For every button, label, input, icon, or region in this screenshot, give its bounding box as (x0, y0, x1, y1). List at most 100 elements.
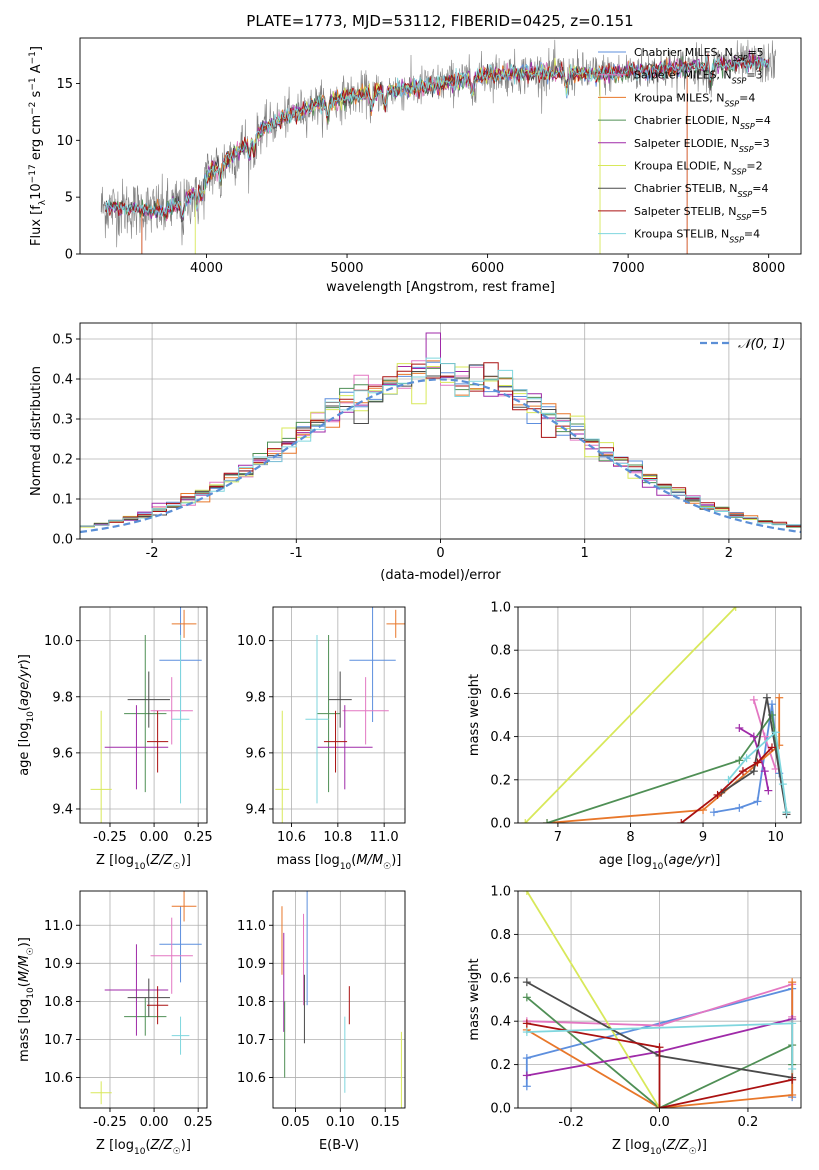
label-part: mass [ (17, 1019, 32, 1062)
y-tick-label: 0.2 (490, 1058, 511, 1073)
axes-age-vs-mass: 10.6 10.8 11.0 9.4 9.6 9.8 10.0 mass [log10(M/M… (237, 606, 406, 872)
y-tick-label: 0.4 (52, 373, 73, 388)
label-part: log (114, 853, 134, 868)
label-part: )] (17, 937, 32, 947)
legend-sub: SSP (724, 99, 739, 108)
y-tick-label: 10.8 (44, 995, 73, 1010)
label-part: log (630, 1138, 650, 1153)
y-tick-label: 0.0 (52, 533, 73, 548)
legend-sub: SSP (732, 76, 747, 85)
y-tick-label: 10.7 (44, 1033, 73, 1048)
label-part: ☉ (383, 862, 391, 872)
legend-n: =5 (751, 205, 767, 218)
legend-text: Kroupa ELODIE, N (634, 160, 732, 173)
axes-residual-histogram: -2 -1 0 1 2 0.0 0.1 0.2 0.3 0.4 0.5 (data-model)/er… (29, 322, 802, 583)
legend-n: =3 (754, 137, 770, 150)
legend-label: Chabrier MILES, NSSP=5 (634, 46, 764, 63)
legend-n: =3 (746, 69, 762, 82)
plot-area (100, 39, 776, 254)
model-spectrum-line (104, 54, 770, 218)
label-part: age [ (599, 853, 632, 868)
x-tick-label: -0.25 (93, 1115, 127, 1130)
label-part: mass [ (277, 853, 320, 868)
legend-text: Kroupa STELIB, N (634, 228, 729, 241)
label-part: erg cm (29, 115, 44, 164)
label-part: s (29, 90, 44, 101)
axes-mass-weight-vs-z: -0.2 0.0 0.2 0.0 0.2 0.4 0.6 0.8 1.0 Z [log10(Z/Z… (467, 885, 802, 1157)
y-tick-label: 9.4 (245, 802, 266, 817)
legend-label: Salpeter STELIB, NSSP=5 (634, 205, 767, 222)
histogram-step (80, 357, 801, 539)
legend-text: Chabrier MILES, N (634, 46, 733, 59)
legend-text: Chabrier STELIB, N (634, 182, 738, 195)
y-tick-label: 10.6 (44, 1071, 73, 1086)
legend-text: Kroupa MILES, N (634, 91, 724, 104)
legend-n: =4 (739, 91, 755, 104)
y-tick-label: 9.6 (245, 746, 266, 761)
label-part: E(B-V) (319, 1138, 359, 1153)
label-part: −17 (28, 164, 38, 183)
weight-line (526, 1022, 793, 1108)
legend-label: Kroupa STELIB, NSSP=4 (634, 228, 760, 245)
label-part: ( (17, 706, 32, 711)
y-tick-label: 10.6 (237, 1071, 266, 1086)
y-tick-label: 5 (65, 191, 73, 206)
label-part: M/M (356, 853, 383, 868)
x-tick-label: -1 (290, 546, 303, 561)
legend-text: Salpeter STELIB, N (634, 205, 736, 218)
x-tick-label: 7000 (612, 261, 645, 276)
legend-label: Chabrier ELODIE, NSSP=4 (634, 114, 771, 131)
label-part: )] (710, 853, 720, 868)
legend-n: =5 (747, 46, 763, 59)
weight-line (526, 891, 661, 1108)
label-part: ( (663, 853, 668, 868)
label-part: λ (38, 199, 48, 205)
axes-frame (517, 606, 802, 824)
y-tick-label: 0.2 (490, 773, 511, 788)
legend-n: =4 (755, 114, 771, 127)
label-part: wavelength [Angstrom, rest frame] (326, 280, 555, 295)
label-part: 10 (26, 987, 36, 999)
x-axis-label: mass [log10(M/M☉)] (277, 853, 402, 872)
label-part: ( (145, 853, 150, 868)
label-part: age/yr (668, 853, 711, 868)
x-axis-label: (data-model)/error (380, 568, 501, 583)
y-tick-label: 15 (56, 77, 73, 92)
x-tick-label: 7 (554, 830, 562, 845)
weight-line (524, 607, 737, 823)
label-part: Z [ (612, 1138, 630, 1153)
label-part: ☉ (26, 947, 36, 955)
axes-spectrum: 4000 5000 6000 7000 8000 0 5 10 15 wavelength [An… (28, 37, 802, 295)
label-part: mass weight (467, 958, 482, 1040)
label-part: )] (697, 1138, 707, 1153)
x-tick-label: 0.00 (140, 830, 169, 845)
y-tick-label: 0.0 (490, 1102, 511, 1117)
x-tick-label: 10.8 (323, 830, 352, 845)
y-tick-label: 0.8 (490, 644, 511, 659)
axes-frame (79, 606, 208, 824)
normal-curve (80, 378, 801, 534)
x-tick-label: -2 (146, 546, 159, 561)
label-part: Z [ (96, 1138, 114, 1153)
legend-text: Salpeter MILES, N (634, 69, 732, 82)
x-axis-label: Z [log10(Z/Z☉)] (96, 853, 191, 872)
y-tick-label: 0.3 (52, 413, 73, 428)
axes-frame (79, 37, 802, 255)
plot-area (90, 891, 202, 1105)
label-part: ( (17, 982, 32, 987)
y-tick-label: 11.0 (44, 919, 73, 934)
x-tick-label: 0.00 (140, 1115, 169, 1130)
label-part: log (17, 999, 32, 1019)
plot-area (522, 891, 797, 1108)
y-axis-label: Flux [fλ10−17 erg cm−2 s−1 A−1] (28, 46, 48, 246)
y-tick-label: 10.8 (237, 995, 266, 1010)
x-tick-label: -0.2 (558, 1115, 583, 1130)
x-tick-label: 0 (436, 546, 444, 561)
label-part: −1 (28, 77, 38, 90)
x-tick-label: 0.15 (371, 1115, 400, 1130)
x-tick-label: 6000 (471, 261, 504, 276)
label-part: −1 (28, 51, 38, 64)
plot-area (90, 607, 202, 823)
